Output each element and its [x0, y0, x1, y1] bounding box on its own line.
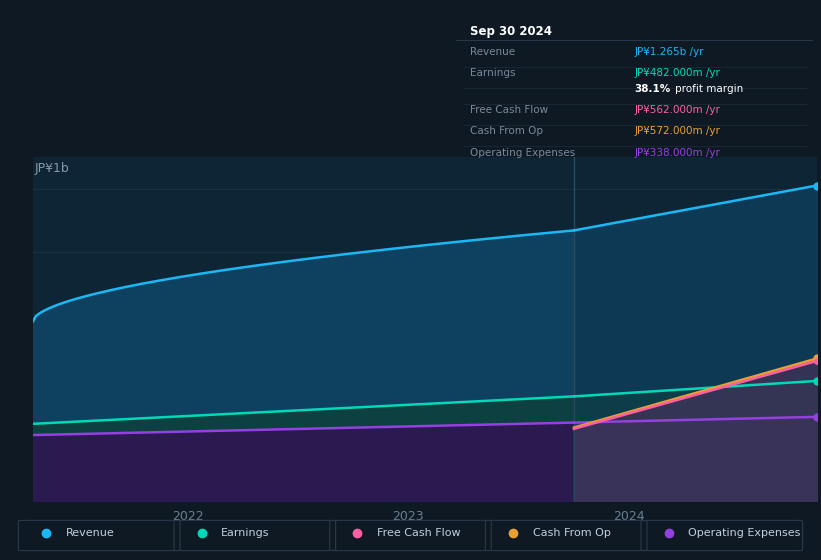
Text: Earnings: Earnings [222, 529, 270, 538]
Text: JP¥1.265b /yr: JP¥1.265b /yr [635, 47, 704, 57]
Text: Earnings: Earnings [470, 68, 516, 78]
Text: Free Cash Flow: Free Cash Flow [377, 529, 461, 538]
Text: JP¥482.000m /yr: JP¥482.000m /yr [635, 68, 720, 78]
Text: JP¥0: JP¥0 [34, 485, 62, 498]
Text: Cash From Op: Cash From Op [470, 125, 543, 136]
Text: Free Cash Flow: Free Cash Flow [470, 105, 548, 115]
Text: Revenue: Revenue [470, 47, 515, 57]
Text: Operating Expenses: Operating Expenses [688, 529, 800, 538]
Text: JP¥1b: JP¥1b [34, 162, 69, 175]
Text: Cash From Op: Cash From Op [533, 529, 611, 538]
Text: Revenue: Revenue [66, 529, 114, 538]
Text: JP¥572.000m /yr: JP¥572.000m /yr [635, 125, 720, 136]
Text: Sep 30 2024: Sep 30 2024 [470, 25, 552, 38]
Text: profit margin: profit margin [676, 84, 744, 94]
Text: JP¥562.000m /yr: JP¥562.000m /yr [635, 105, 720, 115]
Text: 38.1%: 38.1% [635, 84, 671, 94]
Text: JP¥338.000m /yr: JP¥338.000m /yr [635, 148, 720, 158]
Text: Operating Expenses: Operating Expenses [470, 148, 576, 158]
